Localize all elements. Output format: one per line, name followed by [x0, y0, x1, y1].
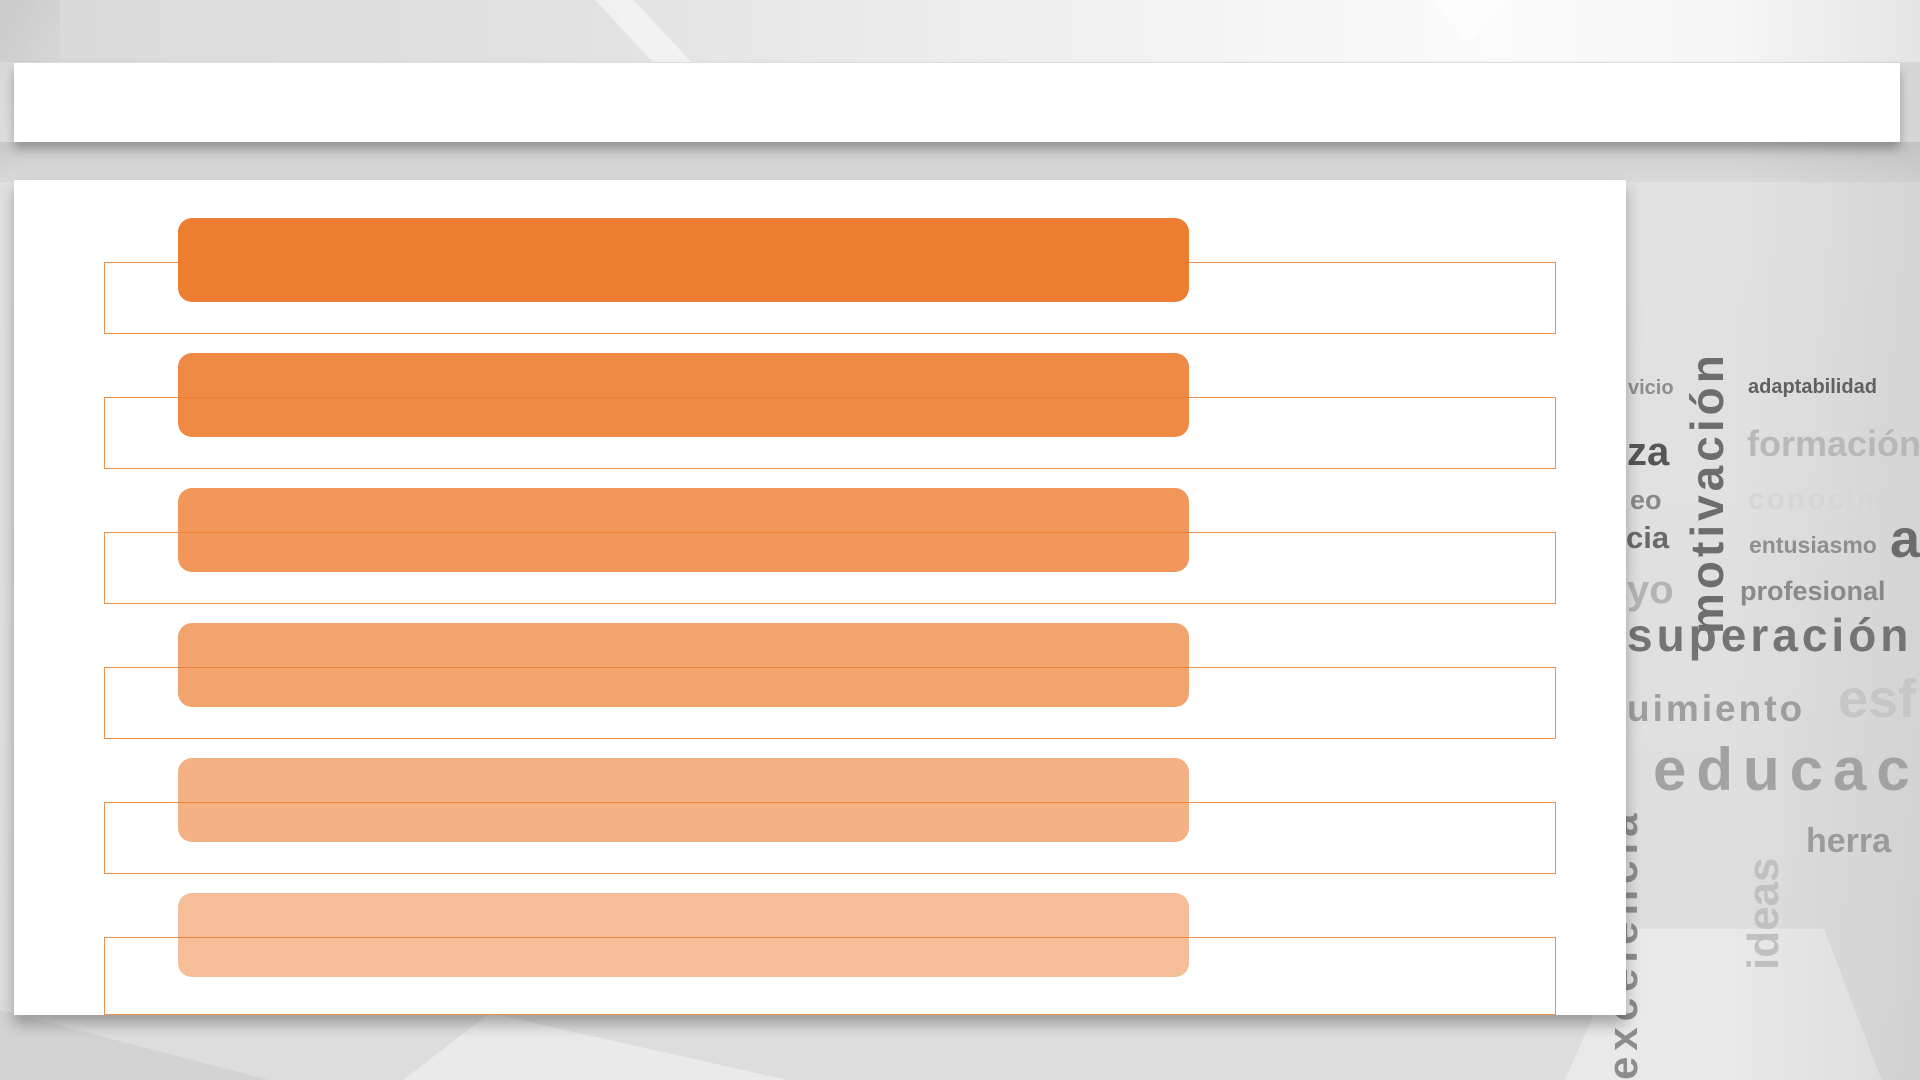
- cloud-word-4: eo: [1630, 485, 1662, 515]
- row-bar: [178, 893, 1189, 977]
- cloud-word-3: formación: [1747, 423, 1920, 464]
- title-bar: [14, 63, 1900, 142]
- cloud-word-14: educac: [1653, 736, 1920, 803]
- cloud-word-2: za: [1627, 430, 1670, 474]
- row-bar: [178, 758, 1189, 842]
- cloud-word-16: motivación: [1681, 351, 1733, 634]
- cloud-word-13: esf: [1838, 669, 1917, 729]
- list-row-5: [14, 758, 1626, 898]
- cloud-word-7: entusiasmo: [1749, 532, 1877, 558]
- list-row-1: [14, 218, 1626, 358]
- list-row-4: [14, 623, 1626, 763]
- cloud-word-6: cia: [1626, 520, 1670, 555]
- cloud-word-5: conocimie: [1748, 483, 1915, 516]
- cloud-word-1: adaptabilidad: [1748, 376, 1877, 398]
- cloud-word-11: superación: [1627, 609, 1913, 661]
- cloud-word-10: profesional: [1740, 576, 1886, 606]
- row-bar: [178, 623, 1189, 707]
- cloud-word-15: herra: [1806, 822, 1892, 860]
- cloud-word-18: ideas: [1739, 857, 1788, 970]
- list-row-2: [14, 353, 1626, 493]
- cloud-word-0: vicio: [1628, 377, 1674, 399]
- cloud-word-12: uimiento: [1627, 688, 1806, 729]
- row-bar: [178, 218, 1189, 302]
- list-row-3: [14, 488, 1626, 628]
- cloud-word-8: a: [1890, 509, 1920, 569]
- row-bar: [178, 488, 1189, 572]
- row-bar: [178, 353, 1189, 437]
- content-panel: [14, 180, 1626, 1015]
- list-row-6: [14, 893, 1626, 1015]
- cloud-word-9: yo: [1627, 568, 1674, 612]
